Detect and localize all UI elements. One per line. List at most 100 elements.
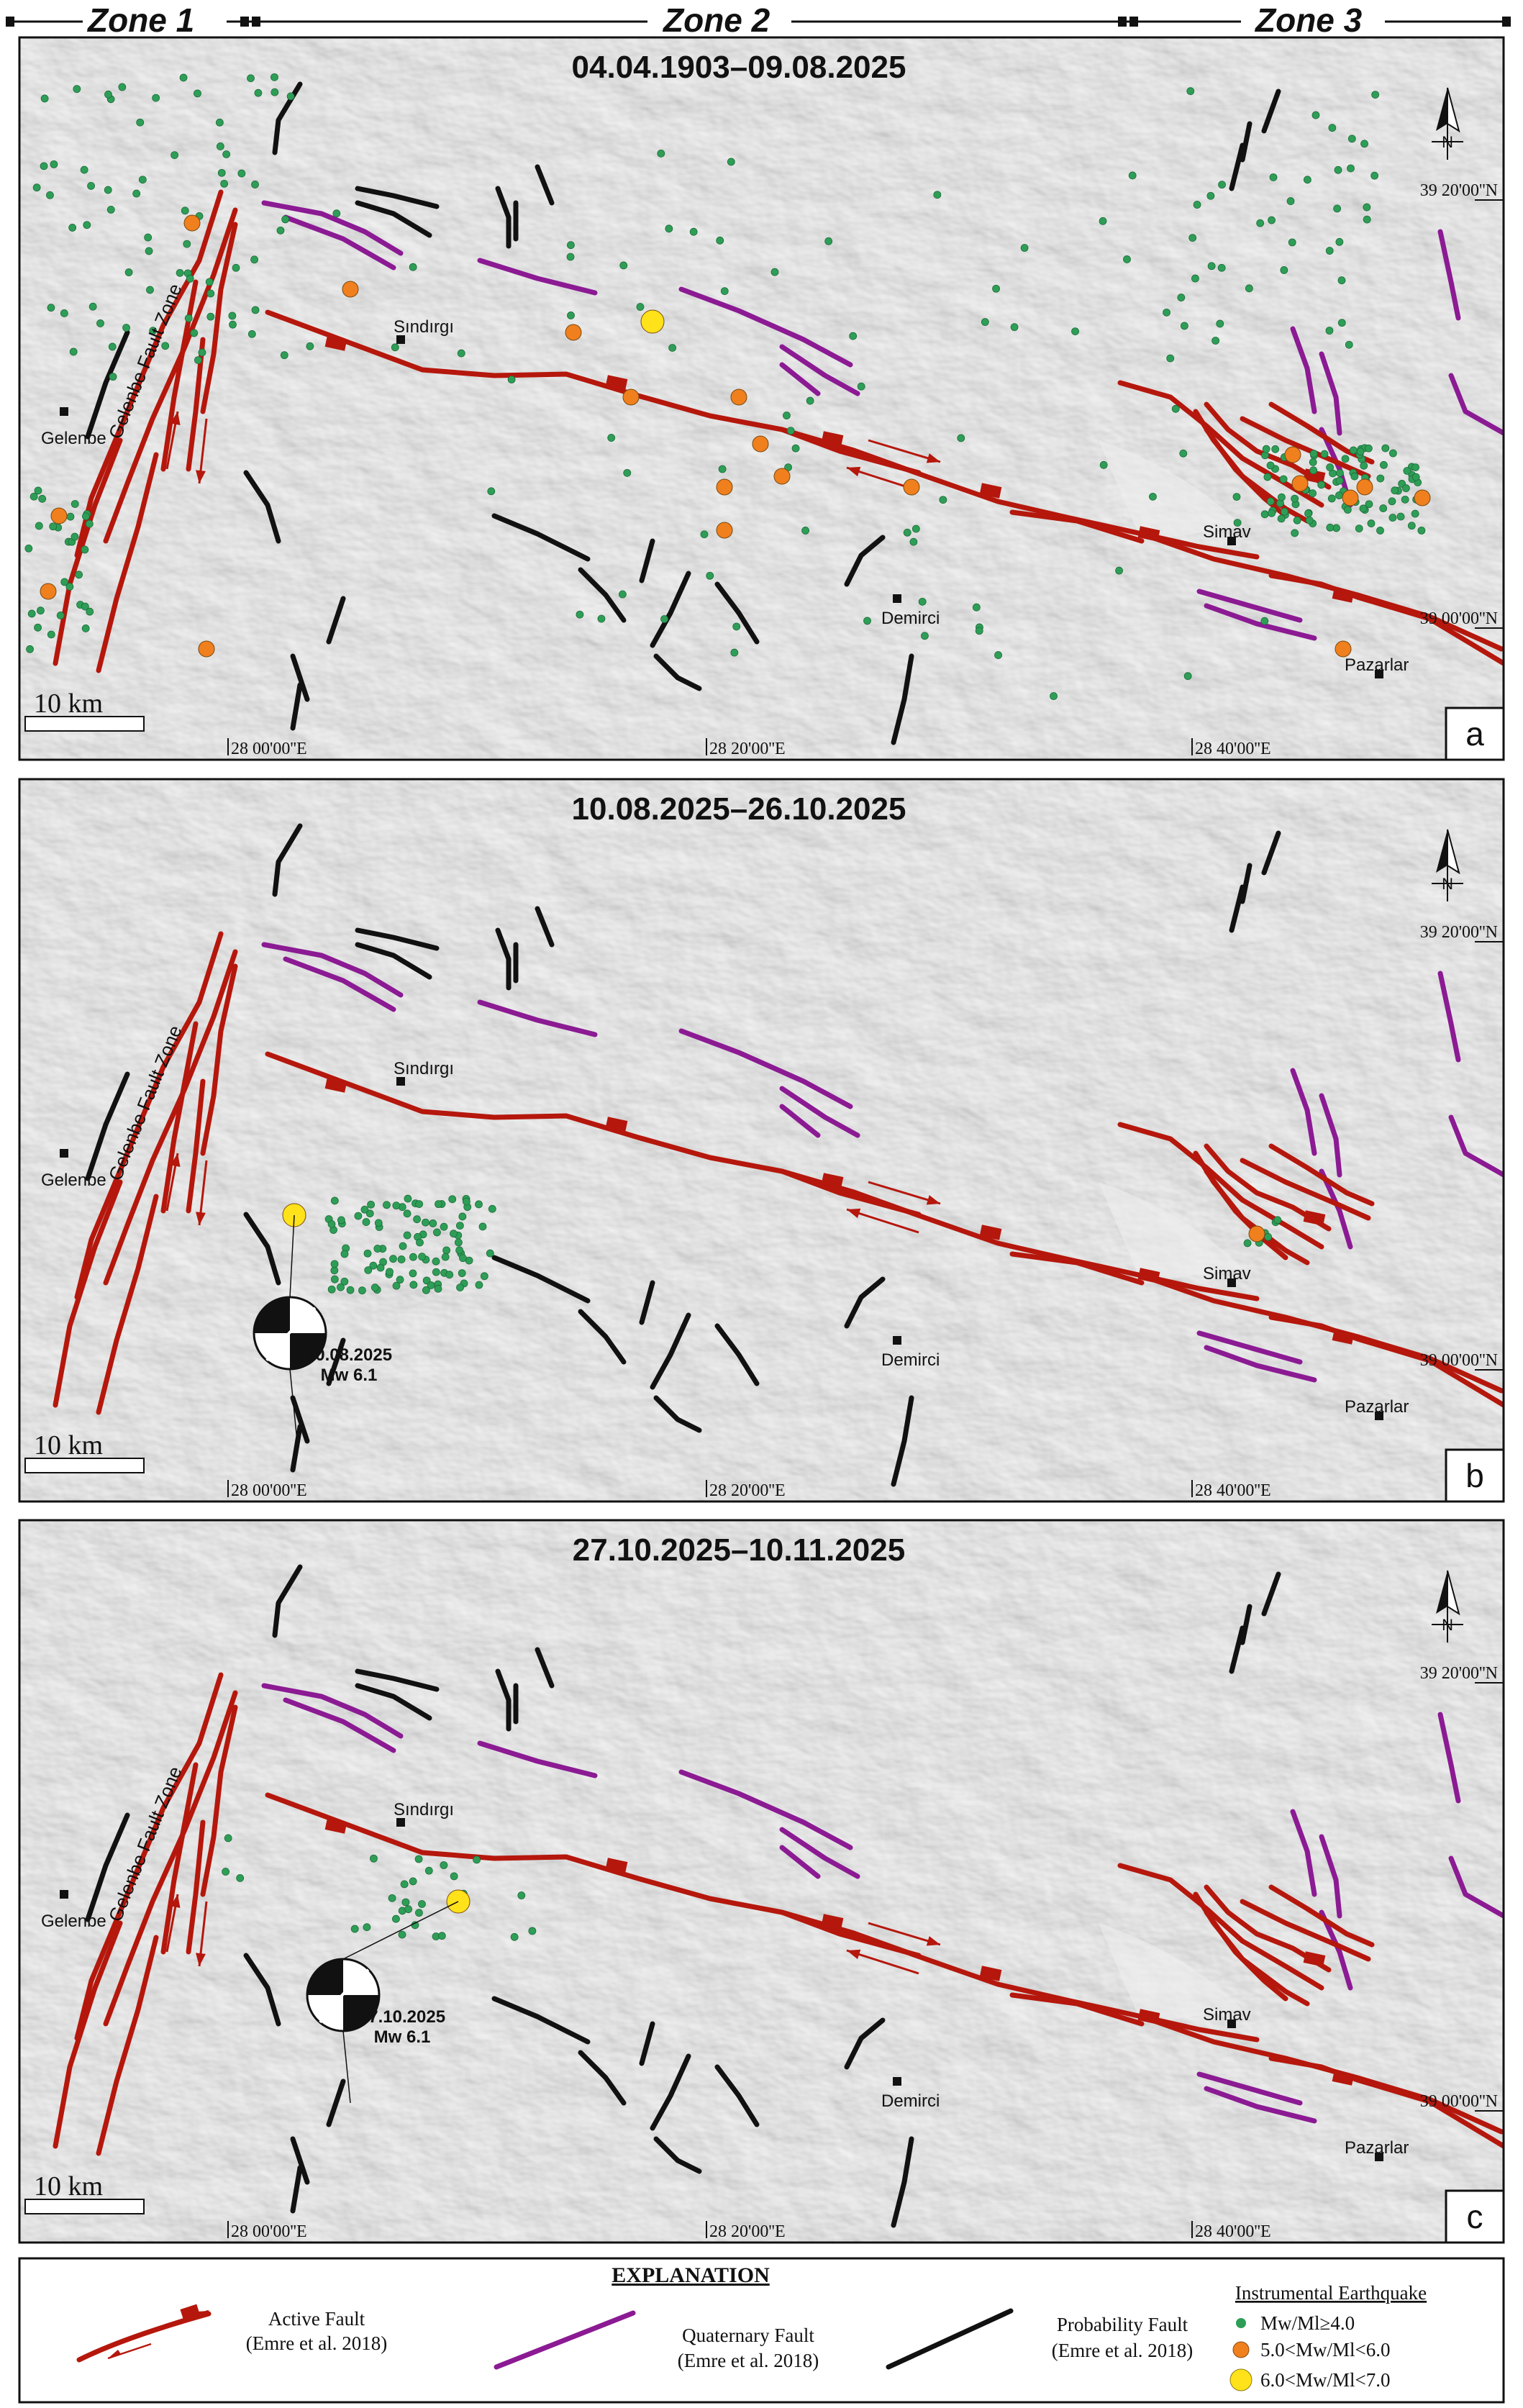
- town-marker-pazarlar: [1375, 2153, 1383, 2161]
- earthquake-small: [689, 227, 698, 236]
- quaternary-fault: [1448, 1855, 1504, 1919]
- fault-block-symbol: [1332, 1329, 1355, 1345]
- earthquake-small: [281, 215, 289, 224]
- probability-fault: [639, 538, 655, 583]
- fault-block-symbol: [1332, 587, 1355, 603]
- north-arrow: N: [1432, 829, 1463, 901]
- earthquake-small: [457, 349, 465, 358]
- active-fault: [1009, 509, 1145, 544]
- active-fault: [160, 279, 199, 472]
- earthquake-medium: [773, 468, 791, 485]
- earthquake-small: [1188, 234, 1197, 242]
- active-fault: [160, 1762, 199, 1955]
- quaternary-fault: [261, 200, 404, 256]
- earthquake-small: [176, 268, 184, 277]
- earthquake-small: [81, 602, 89, 611]
- earthquake-small: [26, 645, 34, 653]
- earthquake-small: [1149, 492, 1157, 501]
- earthquake-small: [398, 1930, 406, 1939]
- earthquake-small: [88, 302, 97, 311]
- earthquake-small: [1183, 672, 1192, 681]
- earthquake-small: [806, 396, 814, 405]
- quaternary-fault: [678, 1028, 853, 1109]
- earthquake-small: [486, 1249, 494, 1258]
- active-fault: [1117, 1122, 1324, 1250]
- earthquake-small: [409, 1281, 418, 1289]
- earthquake-small: [1320, 450, 1329, 458]
- earthquake-small: [363, 1923, 371, 1932]
- earthquake-small: [1115, 566, 1123, 575]
- earthquake-small: [1363, 203, 1371, 212]
- probability-fault: [495, 1668, 512, 1732]
- earthquake-small: [1365, 444, 1373, 453]
- panel-letter: b: [1465, 1457, 1484, 1494]
- active-fault: [1139, 1273, 1260, 1301]
- town-label-gelenbe: Gelenbe: [41, 429, 106, 448]
- earthquake-small: [440, 1222, 448, 1231]
- earthquake-small: [363, 1249, 372, 1258]
- earthquake-small: [1388, 497, 1396, 506]
- probability-fault: [272, 823, 303, 897]
- map-panel-a: GelenbeSındırgıDemirciSimavPazarlarGelen…: [18, 36, 1505, 761]
- earthquake-small: [73, 85, 81, 94]
- earthquake-small: [618, 590, 627, 599]
- earthquake-small: [413, 1215, 421, 1224]
- earthquake-small: [106, 206, 115, 214]
- active-fault: [53, 1179, 123, 1408]
- earthquake-small: [445, 1271, 454, 1279]
- earthquake-medium: [342, 281, 359, 298]
- earthquake-small: [1206, 191, 1215, 200]
- earthquake-small: [122, 324, 130, 332]
- panel-frame: [18, 36, 1505, 761]
- earthquake-small: [332, 209, 341, 218]
- earthquake-small: [81, 545, 89, 554]
- earthquake-small: [437, 1932, 446, 1940]
- town-label-demirci: Demirci: [881, 2091, 940, 2111]
- legend-eq-title: Instrumental Earthquake: [1235, 2282, 1427, 2304]
- earthquake-small: [1376, 474, 1385, 483]
- earthquake-medium: [903, 478, 920, 496]
- earthquake-small: [1336, 469, 1344, 477]
- quaternary-fault: [1319, 1168, 1353, 1250]
- earthquake-small: [660, 615, 668, 623]
- earthquake-small: [1260, 617, 1269, 625]
- active-fault: [779, 1168, 922, 1217]
- earthquake-small: [109, 373, 117, 381]
- earthquake-small: [668, 344, 677, 352]
- earthquake-small: [83, 221, 91, 230]
- earthquake-small: [217, 168, 226, 177]
- quaternary-fault: [1319, 351, 1342, 436]
- probability-fault: [491, 1996, 591, 2045]
- earthquake-small: [82, 512, 90, 521]
- legend-title: EXPLANATION: [612, 2263, 770, 2287]
- earthquake-small: [510, 1932, 519, 1941]
- earthquake-small: [1335, 476, 1344, 485]
- earthquake-small: [250, 255, 259, 264]
- earthquake-small: [1193, 201, 1201, 209]
- longitude-label: 28 00'00''E: [231, 740, 307, 758]
- earthquake-small: [1365, 500, 1373, 509]
- scale-label: 10 km: [34, 689, 103, 719]
- earthquake-small: [432, 1268, 440, 1276]
- town-label-pazarlar: Pazarlar: [1345, 1397, 1409, 1417]
- earthquake-small: [1381, 444, 1390, 453]
- quaternary-fault: [1204, 603, 1317, 641]
- earthquake-small: [224, 1834, 232, 1843]
- quaternary-fault: [1290, 1068, 1317, 1156]
- active-fault: [1204, 401, 1332, 490]
- active-fault: [1204, 427, 1288, 519]
- earthquake-small: [732, 622, 741, 631]
- earthquake-small: [458, 1269, 466, 1278]
- earthquake-small: [60, 309, 68, 317]
- active-fault: [53, 437, 123, 666]
- north-arrow: N: [1432, 87, 1463, 160]
- earthquake-small: [32, 183, 41, 192]
- earthquake-small: [1326, 463, 1335, 471]
- quaternary-fault: [779, 344, 860, 396]
- earthquake-small: [783, 412, 791, 419]
- fault-block-symbol: [324, 335, 347, 351]
- earthquake-small: [24, 544, 33, 553]
- earthquake-medium: [1248, 1225, 1265, 1242]
- earthquake-small: [567, 312, 575, 319]
- earthquake-small: [567, 241, 575, 250]
